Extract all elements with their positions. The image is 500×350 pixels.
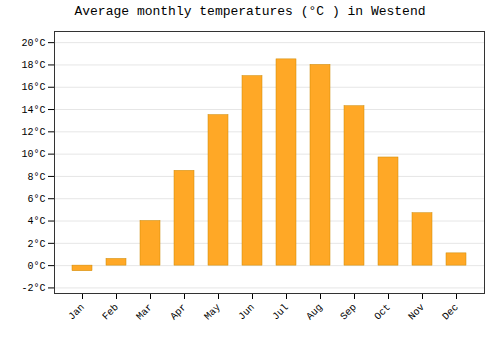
svg-text:Aug: Aug <box>304 302 325 323</box>
svg-text:Jul: Jul <box>270 302 291 323</box>
svg-text:2°C: 2°C <box>27 239 45 250</box>
svg-text:6°C: 6°C <box>27 194 45 205</box>
svg-text:Apr: Apr <box>168 302 189 323</box>
svg-text:16°C: 16°C <box>21 82 45 93</box>
svg-text:Dec: Dec <box>440 302 461 323</box>
svg-text:4°C: 4°C <box>27 216 45 227</box>
svg-text:10°C: 10°C <box>21 149 45 160</box>
svg-text:Jun: Jun <box>236 302 257 323</box>
svg-text:Sep: Sep <box>338 302 359 323</box>
svg-text:20°C: 20°C <box>21 38 45 49</box>
svg-text:Nov: Nov <box>406 302 427 323</box>
svg-text:14°C: 14°C <box>21 105 45 116</box>
svg-text:May: May <box>202 302 223 323</box>
svg-text:Mar: Mar <box>134 302 155 323</box>
svg-text:Feb: Feb <box>100 302 121 323</box>
svg-text:18°C: 18°C <box>21 60 45 71</box>
svg-text:0°C: 0°C <box>27 261 45 272</box>
html-text:Average monthly temperatures (: Average monthly temperatures (°C ) in We… <box>74 4 426 19</box>
svg-text:8°C: 8°C <box>27 172 45 183</box>
svg-text:-2°C: -2°C <box>21 283 45 294</box>
svg-text:Oct: Oct <box>372 302 393 323</box>
svg-text:Jan: Jan <box>66 302 87 323</box>
svg-text:12°C: 12°C <box>21 127 45 138</box>
